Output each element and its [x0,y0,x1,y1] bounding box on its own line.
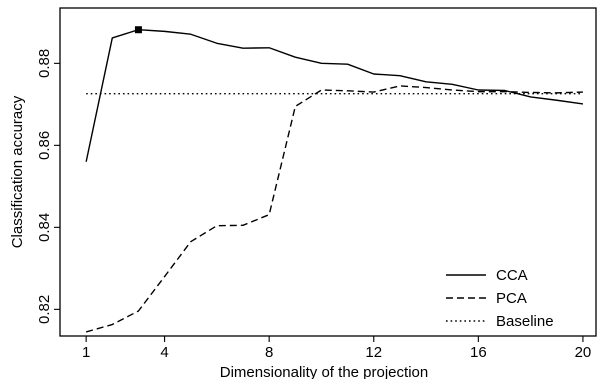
x-tick-label-4: 4 [160,344,168,361]
y-tick-label-0.84: 0.84 [36,213,53,242]
x-tick-label-16: 16 [470,344,487,361]
x-tick-label-8: 8 [265,344,273,361]
x-tick-label-20: 20 [575,344,592,361]
plot-frame [59,7,597,337]
y-axis-title: Classification accuracy [9,95,26,248]
series-group [85,26,584,333]
legend-label-pca: PCA [496,290,527,307]
legend: CCA PCA Baseline [446,267,554,330]
y-tick-label-0.86: 0.86 [36,131,53,160]
y-tick-label-0.82: 0.82 [36,295,53,324]
highlight-marker-cca [134,26,142,34]
legend-label-cca: CCA [496,267,528,284]
series-line-pca [85,85,583,333]
series-line-cca [85,29,584,162]
x-tick-label-12: 12 [365,344,382,361]
x-tick-label-1: 1 [82,344,90,361]
y-tick-label-0.88: 0.88 [36,49,53,78]
x-axis-title: Dimensionality of the projection [220,364,428,379]
axes-group: 1 4 8 12 16 20 0.82 0.84 0.86 0.88 [36,7,597,361]
legend-label-baseline: Baseline [496,313,554,330]
